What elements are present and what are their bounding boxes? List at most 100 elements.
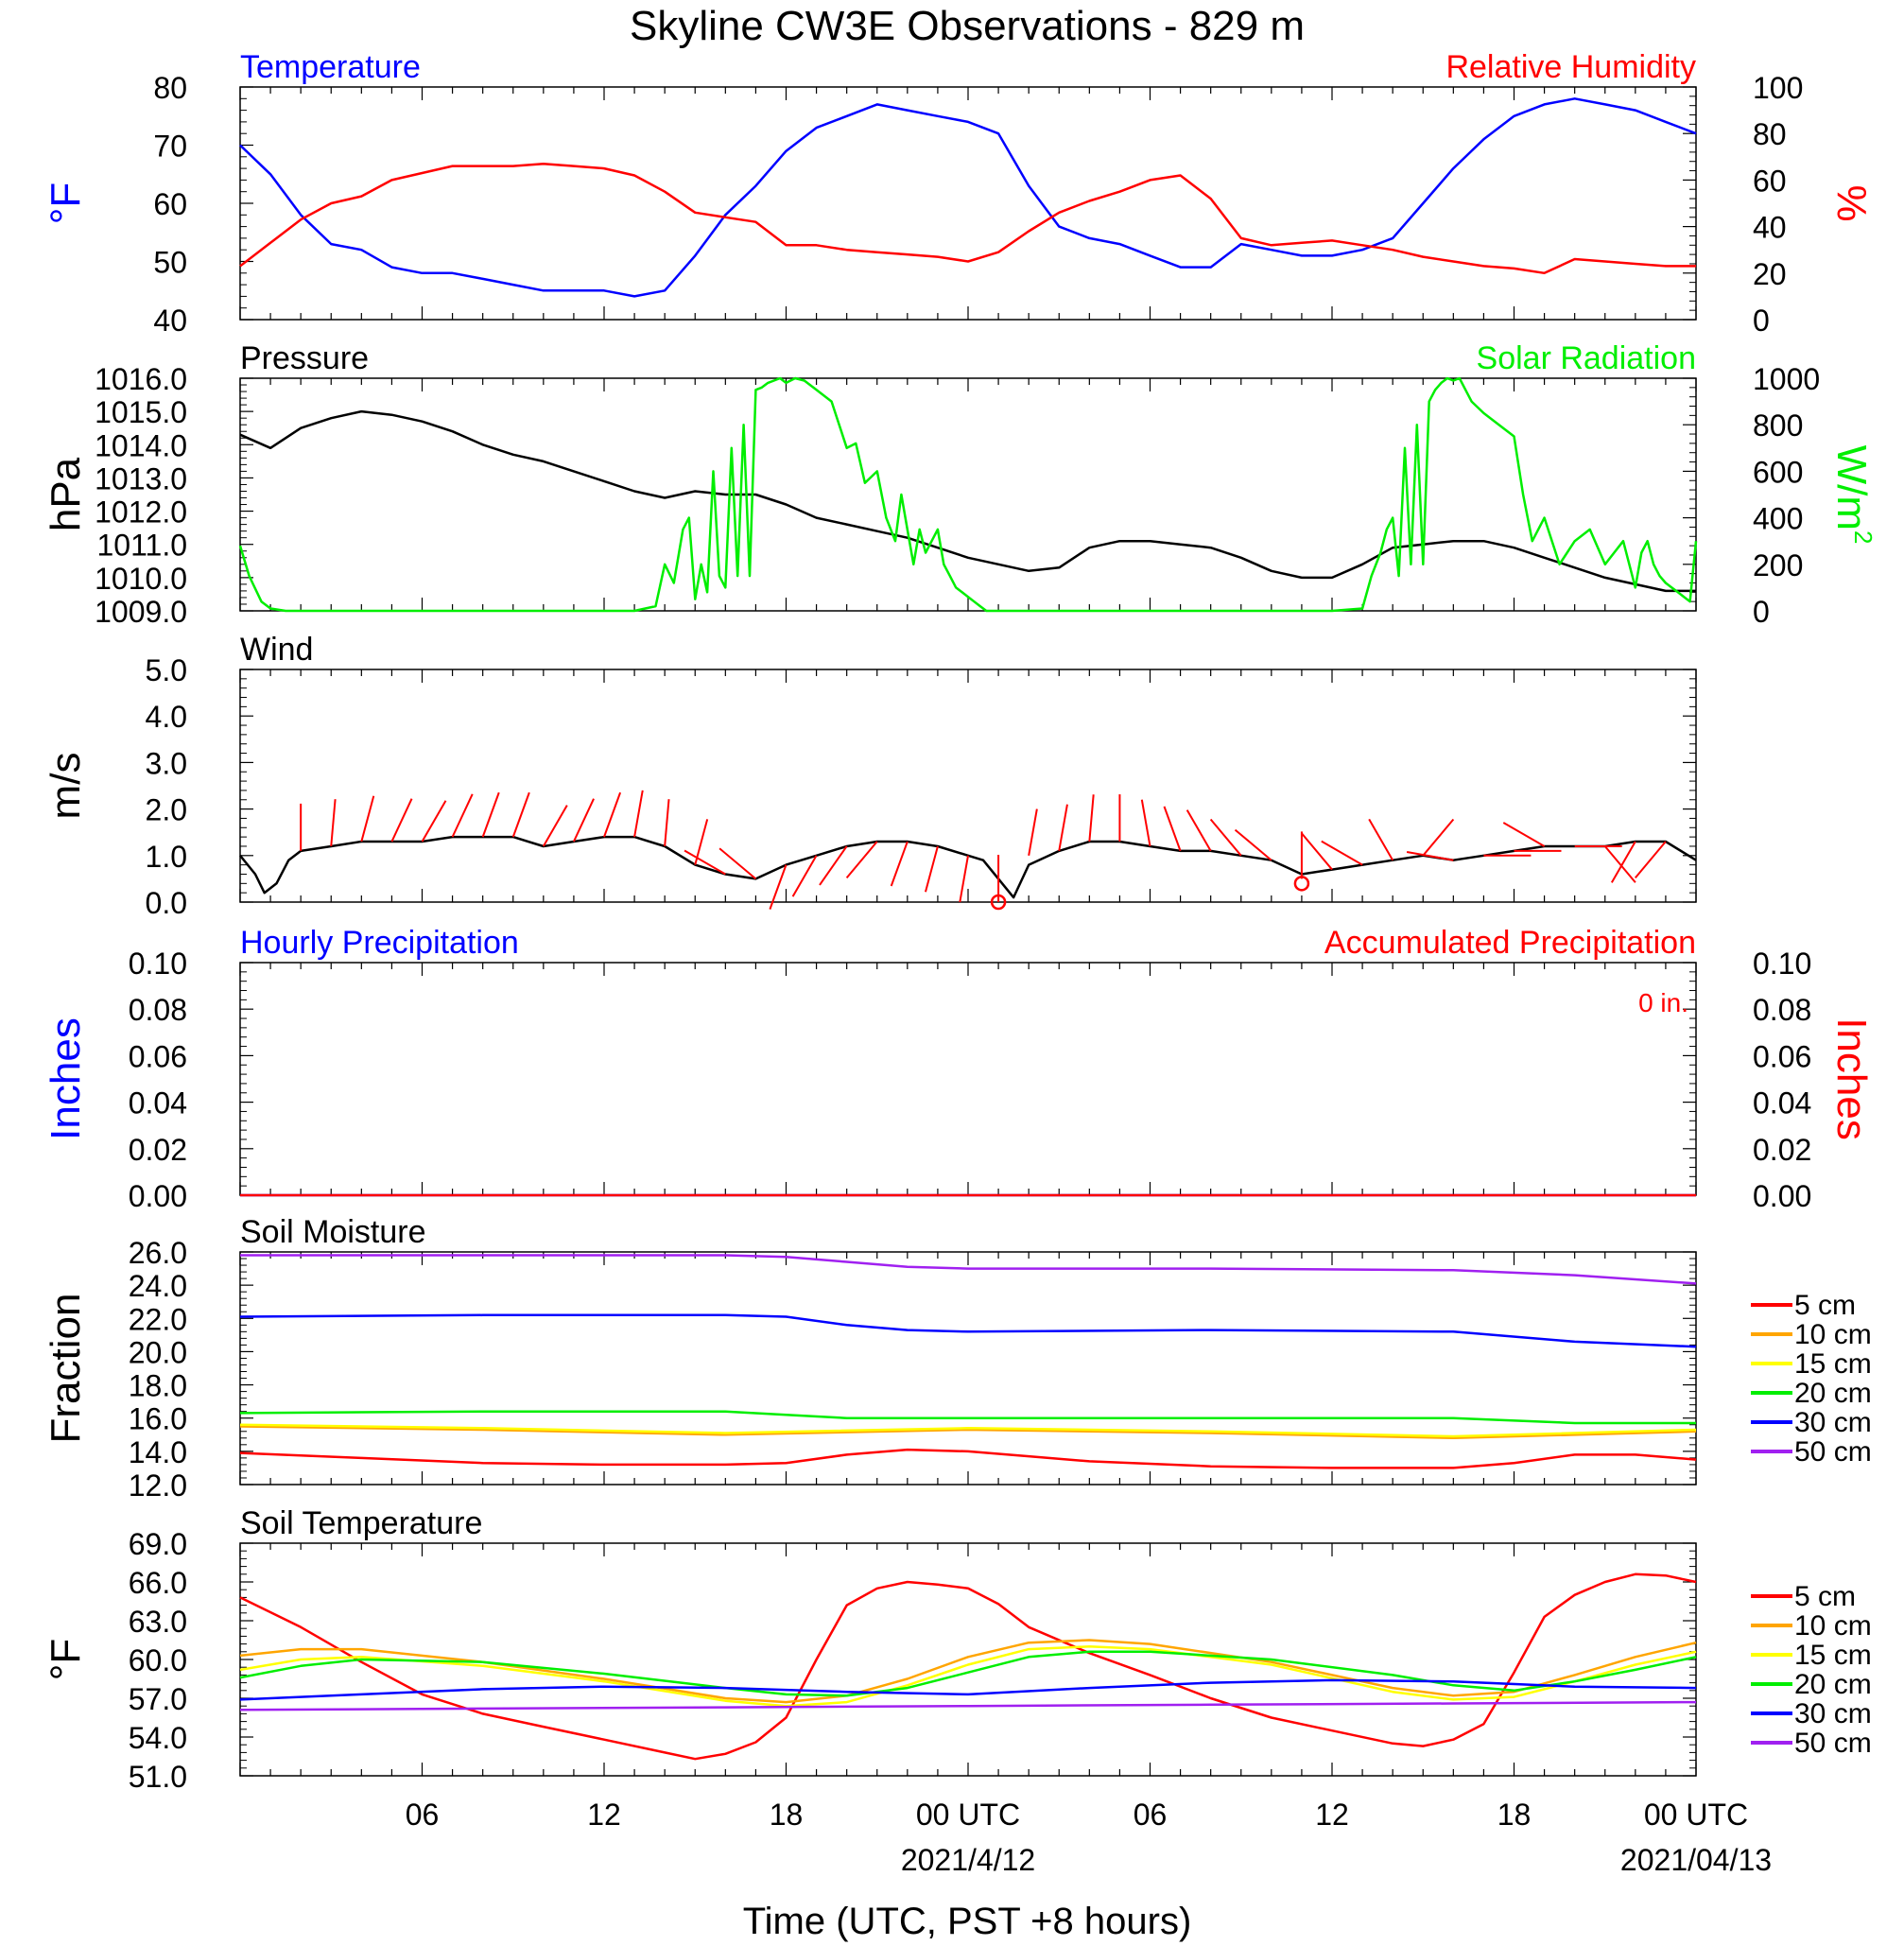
series-line-relative-humidity (239, 162, 1696, 275)
y-tick-label: 60.0 (129, 1643, 187, 1677)
pressure-solar-panel: 1016.01015.01014.01013.01012.01011.01010… (43, 340, 1878, 629)
series-line-20-cm (239, 1650, 1697, 1697)
wind-barb (421, 800, 447, 843)
series-line-15-cm (239, 1645, 1697, 1708)
wind-barb (390, 798, 413, 843)
y-tick-label-right: 0.08 (1753, 993, 1811, 1027)
y-axis-title-left: m/s (43, 753, 89, 820)
wind-barb (1603, 845, 1636, 883)
y-axis-title-right: Inches (1828, 1017, 1875, 1140)
wind-barb (684, 849, 726, 876)
series-line-30-cm (239, 1678, 1697, 1701)
legend-label: 10 cm (1794, 1610, 1872, 1642)
legend-label: 5 cm (1794, 1290, 1856, 1321)
soil-moisture-panel: 26.024.022.020.018.016.014.012.0 Soil Moi… (43, 1214, 1872, 1503)
y-tick-label: 51.0 (129, 1760, 187, 1794)
y-tick-label: 54.0 (129, 1721, 187, 1755)
y-tick-label-right: 0.04 (1753, 1086, 1811, 1121)
y-tick-label: 1015.0 (95, 395, 187, 429)
series-line-30-cm (239, 1313, 1697, 1348)
y-tick-label: 60 (153, 187, 187, 221)
wind-barb (1028, 808, 1038, 856)
series-line-temperature (239, 97, 1697, 298)
x-tick-label: 06 (1134, 1798, 1168, 1832)
y-tick-label: 57.0 (129, 1682, 187, 1716)
wind-barb (542, 805, 568, 847)
series-line-5-cm (239, 1448, 1697, 1469)
temperature-humidity-panel: 80 70 60 50 40 100 80 60 40 20 0 Temperature Relativ… (43, 49, 1875, 338)
x-date-label: 2021/4/12 (901, 1843, 1035, 1877)
y-axis-title-right: W/m2 (1828, 445, 1878, 545)
panel-right-label: Accumulated Precipitation (1324, 925, 1696, 961)
y-tick-label-right: 1000 (1753, 362, 1820, 396)
wind-barb (1186, 809, 1212, 852)
y-axis-title-left: Inches (43, 1017, 89, 1140)
accumulated-total: 0 in. (1638, 988, 1688, 1017)
legend-label: 15 cm (1794, 1640, 1872, 1671)
y-tick-label: 3.0 (146, 746, 187, 780)
panel-left-label: Hourly Precipitation (240, 925, 519, 961)
legend-label: 20 cm (1794, 1669, 1872, 1700)
plot-frame (239, 377, 1697, 612)
wind-barb (360, 795, 375, 843)
y-tick-label: 63.0 (129, 1605, 187, 1639)
figure-title: Skyline CW3E Observations - 829 m (630, 3, 1305, 49)
y-tick-label: 12.0 (129, 1468, 187, 1503)
wind-barb (1209, 818, 1242, 857)
series-line-15-cm (239, 1423, 1697, 1438)
panel-right-label: Relative Humidity (1445, 49, 1696, 85)
y-tick-label: 0.10 (129, 947, 187, 981)
wind-barb (603, 791, 622, 838)
panel-right-label: Solar Radiation (1477, 340, 1696, 376)
precipitation-panel: 0.10 0.08 0.06 0.04 0.02 0.00 0.10 0.08 0.06 0.04… (43, 925, 1875, 1213)
series-line-wind (239, 835, 1697, 899)
wind-barb (1635, 841, 1667, 878)
legend-label: 50 cm (1794, 1436, 1872, 1468)
x-tick-label: 00 UTC (916, 1798, 1020, 1832)
wind-barb (1610, 841, 1636, 883)
wind-barb (769, 864, 788, 910)
panel-left-label: Temperature (240, 49, 421, 85)
y-tick-label: 1010.0 (95, 562, 187, 596)
y-axis-title-left: °F (43, 1639, 89, 1680)
y-tick-label-right: 0.10 (1753, 947, 1811, 981)
y-axis-title-left: Fraction (43, 1294, 89, 1444)
y-axis-title-right: % (1828, 184, 1875, 221)
y-tick-label: 1013.0 (95, 461, 187, 495)
panel-left-label: Pressure (240, 340, 369, 376)
wind-barb (330, 799, 337, 847)
x-tick-label: 12 (587, 1798, 621, 1832)
y-tick-label: 24.0 (129, 1269, 187, 1303)
y-tick-label-right: 800 (1753, 408, 1803, 443)
y-tick-label: 50 (153, 246, 187, 280)
y-tick-label: 1012.0 (95, 495, 187, 530)
y-tick-label: 70 (153, 130, 187, 164)
wind-barb (664, 799, 670, 847)
x-tick-label: 12 (1315, 1798, 1349, 1832)
panel-left-label: Soil Moisture (240, 1214, 426, 1250)
calm-marker (990, 894, 1007, 911)
wind-barb (718, 847, 757, 880)
wind-barb (1163, 806, 1182, 852)
y-tick-label-right: 40 (1753, 211, 1787, 245)
legend-label: 5 cm (1794, 1581, 1856, 1612)
y-tick-label: 0.00 (129, 1179, 187, 1213)
wind-barb (1502, 822, 1546, 847)
y-tick-label: 0.0 (146, 886, 187, 920)
y-tick-label: 26.0 (129, 1236, 187, 1270)
y-tick-label: 1014.0 (95, 428, 187, 462)
wind-barb (1140, 799, 1151, 847)
y-tick-label: 1009.0 (95, 595, 187, 629)
legend-label: 30 cm (1794, 1407, 1872, 1438)
y-tick-label-right: 400 (1753, 502, 1803, 536)
panel-left-label: Wind (240, 632, 313, 668)
wind-panel: 5.0 4.0 3.0 2.0 1.0 0.0 Wind m/s (43, 632, 1697, 920)
y-tick-label: 0.08 (129, 993, 187, 1027)
y-tick-label-right: 0 (1753, 304, 1770, 338)
legend-label: 15 cm (1794, 1348, 1872, 1380)
series-line-pressure (239, 409, 1696, 593)
wind-barb (819, 845, 848, 886)
wind-barb (1406, 851, 1454, 861)
wind-barb (451, 793, 474, 838)
